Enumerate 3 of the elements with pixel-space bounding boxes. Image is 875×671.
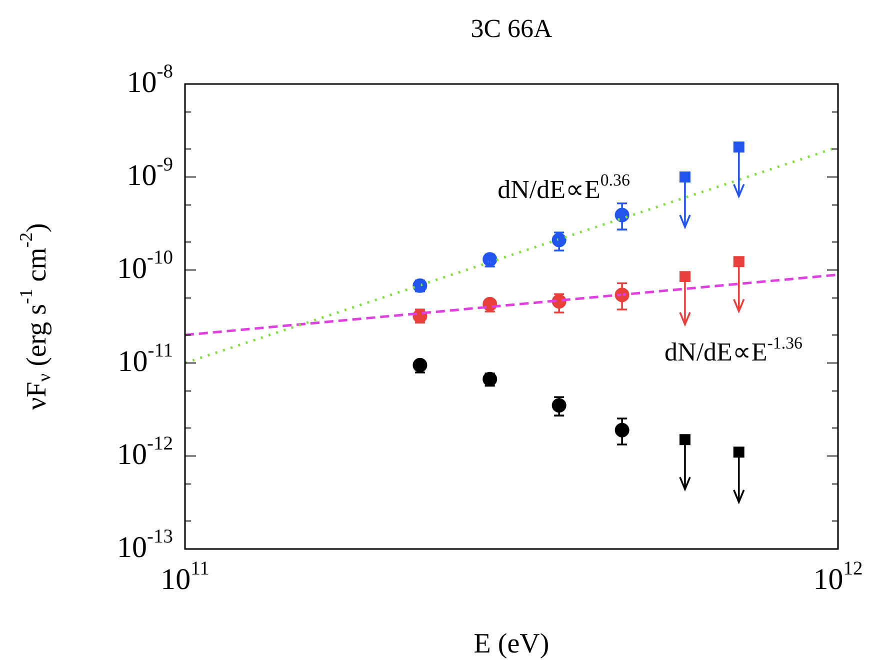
x-axis-title: E (eV) [474,628,550,660]
y-axis-title: νFν (erg s-1 cm-2) [16,223,54,410]
chart-title: 3C 66A [470,14,553,43]
